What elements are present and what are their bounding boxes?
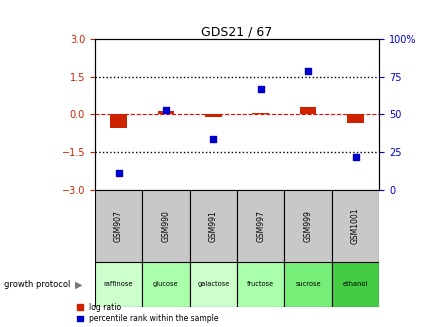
Text: GSM997: GSM997	[256, 210, 264, 242]
Bar	[284, 190, 331, 262]
Bar	[237, 190, 284, 262]
Text: sucrose: sucrose	[295, 282, 320, 287]
Bar	[331, 262, 378, 307]
Point	[115, 170, 122, 176]
Text: raffinose: raffinose	[104, 282, 133, 287]
Text: ▶: ▶	[75, 280, 83, 289]
Title: GDS21 / 67: GDS21 / 67	[201, 25, 272, 38]
Bar	[110, 114, 126, 128]
Bar	[299, 108, 316, 114]
Bar	[205, 114, 221, 117]
Text: GSM990: GSM990	[161, 210, 170, 242]
Point	[162, 107, 169, 112]
Text: GSM991: GSM991	[209, 210, 217, 242]
Text: fructose: fructose	[246, 282, 274, 287]
Bar	[252, 113, 268, 114]
Bar	[142, 190, 189, 262]
Bar	[189, 190, 236, 262]
Point	[351, 154, 358, 159]
Bar	[331, 190, 378, 262]
Text: ethanol: ethanol	[342, 282, 367, 287]
Bar	[189, 262, 236, 307]
Point	[257, 86, 264, 92]
Point	[209, 136, 216, 141]
Bar	[95, 190, 142, 262]
Legend: log ratio, percentile rank within the sample: log ratio, percentile rank within the sa…	[77, 303, 218, 323]
Bar	[142, 262, 189, 307]
Text: glucose: glucose	[153, 282, 178, 287]
Text: galactose: galactose	[197, 282, 229, 287]
Bar	[95, 262, 142, 307]
Bar	[157, 112, 174, 114]
Text: growth protocol: growth protocol	[4, 280, 71, 289]
Point	[304, 68, 311, 74]
Text: GSM1001: GSM1001	[350, 207, 359, 244]
Bar	[237, 262, 284, 307]
Bar	[347, 114, 363, 123]
Bar	[284, 262, 331, 307]
Text: GSM907: GSM907	[114, 210, 123, 242]
Text: GSM999: GSM999	[303, 210, 312, 242]
